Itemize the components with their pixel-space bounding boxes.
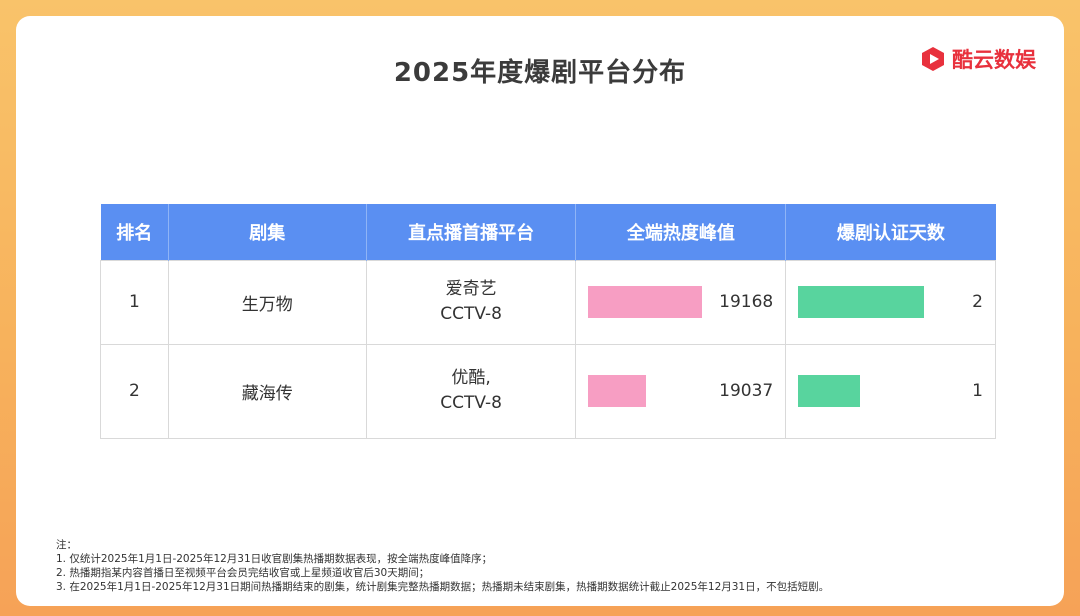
platform-line: 优酷, [451, 368, 491, 388]
footnote-line: 2. 热播期指某内容首播日至视频平台会员完结收官或上星频道收官后30天期间； [56, 567, 430, 579]
rank-cell: 1 [100, 259, 169, 345]
heat-cell: 19168 [575, 259, 787, 345]
content-card: 2025年度爆剧平台分布 酷云数娱 排名 剧集 直点播首播平台 全端热度峰值 爆… [16, 16, 1064, 606]
table-header-row: 排名 剧集 直点播首播平台 全端热度峰值 爆剧认证天数 [100, 204, 996, 260]
brand-logo: 酷云数娱 [920, 44, 1036, 74]
platform-line: CCTV-8 [440, 393, 502, 413]
heat-bar [588, 375, 647, 407]
days-value: 2 [972, 292, 983, 312]
header-platform: 直点播首播平台 [366, 204, 577, 260]
platform-cell: 爱奇艺 CCTV-8 [365, 259, 577, 345]
rank-cell: 2 [100, 343, 169, 439]
days-value: 1 [972, 381, 983, 401]
header-series: 剧集 [168, 204, 367, 260]
table-row: 2 藏海传 优酷, CCTV-8 19037 1 [100, 343, 996, 439]
play-logo-icon [922, 47, 944, 71]
heat-value: 19168 [719, 292, 774, 312]
ranking-table: 排名 剧集 直点播首播平台 全端热度峰值 爆剧认证天数 1 生万物 爱奇艺 CC… [100, 204, 996, 439]
heat-value: 19037 [719, 381, 774, 401]
platform-cell: 优酷, CCTV-8 [365, 343, 577, 439]
heat-cell: 19037 [575, 343, 787, 439]
heat-bar [588, 286, 703, 318]
footnotes: 注： 1. 仅统计2025年1月1日-2025年12月31日收官剧集热播期数据表… [56, 538, 829, 594]
days-cell: 1 [785, 343, 996, 439]
days-bar [798, 375, 861, 407]
header-days: 爆剧认证天数 [785, 204, 996, 260]
series-name-cell: 生万物 [167, 259, 367, 345]
footnote-line: 3. 在2025年1月1日-2025年12月31日期间热播期结束的剧集，统计剧集… [56, 581, 830, 593]
header-rank: 排名 [100, 204, 169, 260]
table-row: 1 生万物 爱奇艺 CCTV-8 19168 2 [100, 259, 996, 345]
series-name-cell: 藏海传 [167, 343, 367, 439]
header-heat: 全端热度峰值 [575, 204, 787, 260]
footnote-line: 注： [56, 539, 77, 551]
platform-line: 爱奇艺 [445, 279, 497, 299]
days-cell: 2 [785, 259, 996, 345]
brand-name: 酷云数娱 [952, 48, 1036, 72]
days-bar [798, 286, 925, 318]
platform-line: CCTV-8 [440, 304, 502, 324]
footnote-line: 1. 仅统计2025年1月1日-2025年12月31日收官剧集热播期数据表现，按… [56, 553, 493, 565]
page-title: 2025年度爆剧平台分布 [393, 58, 687, 88]
